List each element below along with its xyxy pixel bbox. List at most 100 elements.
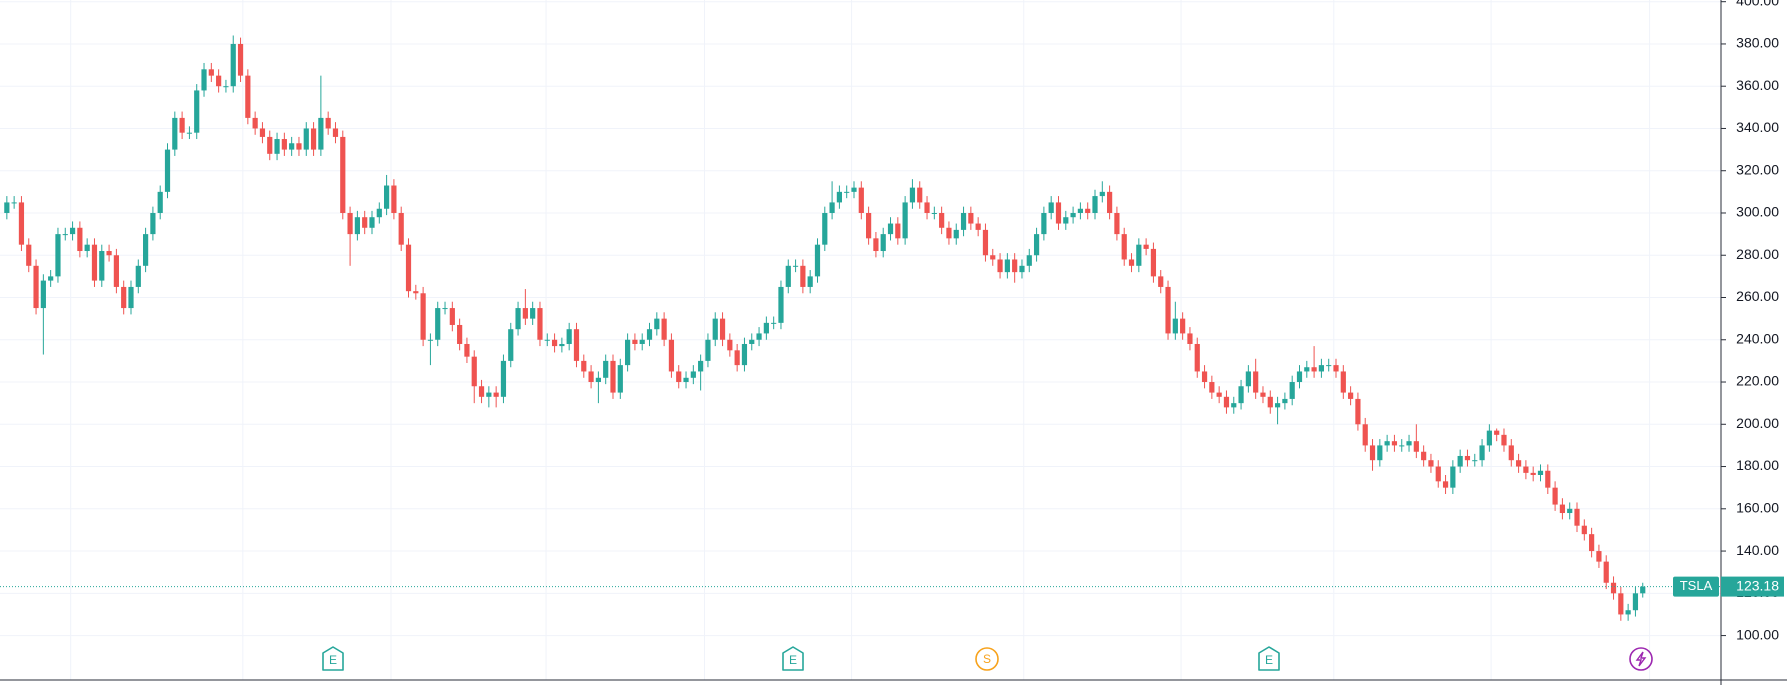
lightning-icon — [1635, 651, 1647, 667]
event-marker[interactable]: E — [782, 646, 804, 671]
candle-body — [727, 339, 733, 351]
y-tick-label: 200.00 — [1736, 415, 1779, 431]
candle-body — [18, 202, 25, 245]
candle-body — [325, 117, 331, 129]
candle-body — [690, 371, 696, 378]
candle-body — [1012, 259, 1018, 273]
event-label: E — [329, 653, 337, 667]
candle-body — [303, 128, 309, 150]
candle-body — [603, 360, 609, 378]
candle-body — [858, 187, 864, 213]
candle-body — [48, 276, 54, 281]
candle-body — [1457, 455, 1463, 467]
symbol-label: TSLA — [1680, 578, 1713, 593]
candle-body — [1311, 367, 1317, 372]
candle-body — [1107, 191, 1113, 213]
candle-body — [1209, 382, 1215, 393]
candle-body — [1143, 244, 1149, 249]
candle-body — [121, 286, 127, 309]
candle-body — [1464, 455, 1471, 461]
candle-body — [478, 386, 485, 397]
candle-body — [1150, 248, 1157, 277]
candle-body — [62, 234, 68, 236]
candle-body — [895, 223, 901, 239]
candle-body — [792, 265, 799, 267]
candle-body — [939, 212, 945, 228]
candle-body — [435, 308, 441, 340]
candle-body — [1632, 593, 1639, 611]
candle-body — [332, 128, 339, 137]
candle-body — [1399, 445, 1405, 447]
candle-body — [1479, 445, 1485, 461]
candle-body — [1033, 234, 1040, 256]
candle-body — [157, 191, 163, 213]
lightning-event[interactable] — [1629, 647, 1653, 671]
candle-body — [128, 286, 134, 309]
candle-body — [1603, 561, 1609, 583]
candle-body — [632, 339, 638, 344]
last-price-box — [1721, 576, 1784, 597]
candle-body — [1231, 403, 1237, 408]
candle-body — [1238, 386, 1244, 404]
event-marker[interactable]: E — [322, 646, 344, 671]
candle-body — [223, 86, 229, 88]
candle-body — [252, 117, 258, 129]
candle-body — [822, 212, 828, 245]
candle-body — [245, 75, 251, 118]
candle-body — [785, 265, 791, 287]
candle-body — [749, 339, 755, 344]
candle-body — [1165, 286, 1171, 334]
candle-body — [427, 339, 434, 341]
y-tick-label: 320.00 — [1736, 161, 1779, 177]
candle-body — [442, 308, 448, 310]
event-circle — [975, 647, 999, 671]
event-label: S — [983, 652, 991, 666]
candle-body — [384, 185, 390, 209]
y-tick-label: 380.00 — [1736, 35, 1779, 51]
y-tick-label: 400.00 — [1736, 0, 1779, 8]
candle-body — [11, 202, 17, 204]
candle-body — [457, 324, 463, 344]
candle-body — [1362, 424, 1368, 446]
y-tick-label: 160.00 — [1736, 499, 1779, 515]
candle-body — [1567, 508, 1573, 514]
candle-body — [1055, 202, 1062, 224]
y-tick-label: 300.00 — [1736, 204, 1779, 220]
y-tick-label: 360.00 — [1736, 77, 1779, 93]
candle-body — [1391, 441, 1398, 446]
candle-body — [55, 234, 61, 277]
candle-body — [33, 265, 39, 309]
candle-body — [990, 255, 996, 260]
event-marker[interactable]: S — [975, 647, 999, 671]
y-tick-label: 140.00 — [1736, 542, 1779, 558]
candle-body — [953, 229, 959, 239]
candle-body — [573, 329, 580, 361]
candle-body — [179, 117, 185, 133]
candle-body — [1128, 259, 1135, 266]
candle-body — [1114, 212, 1120, 235]
candle-body — [1333, 365, 1339, 372]
candle-body — [1282, 398, 1288, 404]
candle-body — [289, 143, 295, 150]
candle-body — [1508, 445, 1514, 461]
candle-body — [1318, 365, 1325, 372]
candle-body — [1136, 244, 1142, 266]
candle-body — [376, 208, 382, 218]
candle-body — [1486, 430, 1492, 446]
candle-body — [712, 318, 718, 340]
candle-body — [194, 90, 200, 133]
event-marker[interactable]: E — [1258, 646, 1280, 671]
candle-body — [113, 255, 119, 287]
candle-body — [522, 308, 528, 319]
event-label: E — [1265, 653, 1273, 667]
candle-body — [1421, 451, 1427, 461]
candle-body — [106, 251, 112, 256]
y-tick-label: 260.00 — [1736, 288, 1779, 304]
candle-body — [26, 244, 32, 266]
candle-body — [595, 377, 601, 383]
candle-body — [91, 244, 98, 281]
horizontal-grid — [0, 1, 1721, 637]
